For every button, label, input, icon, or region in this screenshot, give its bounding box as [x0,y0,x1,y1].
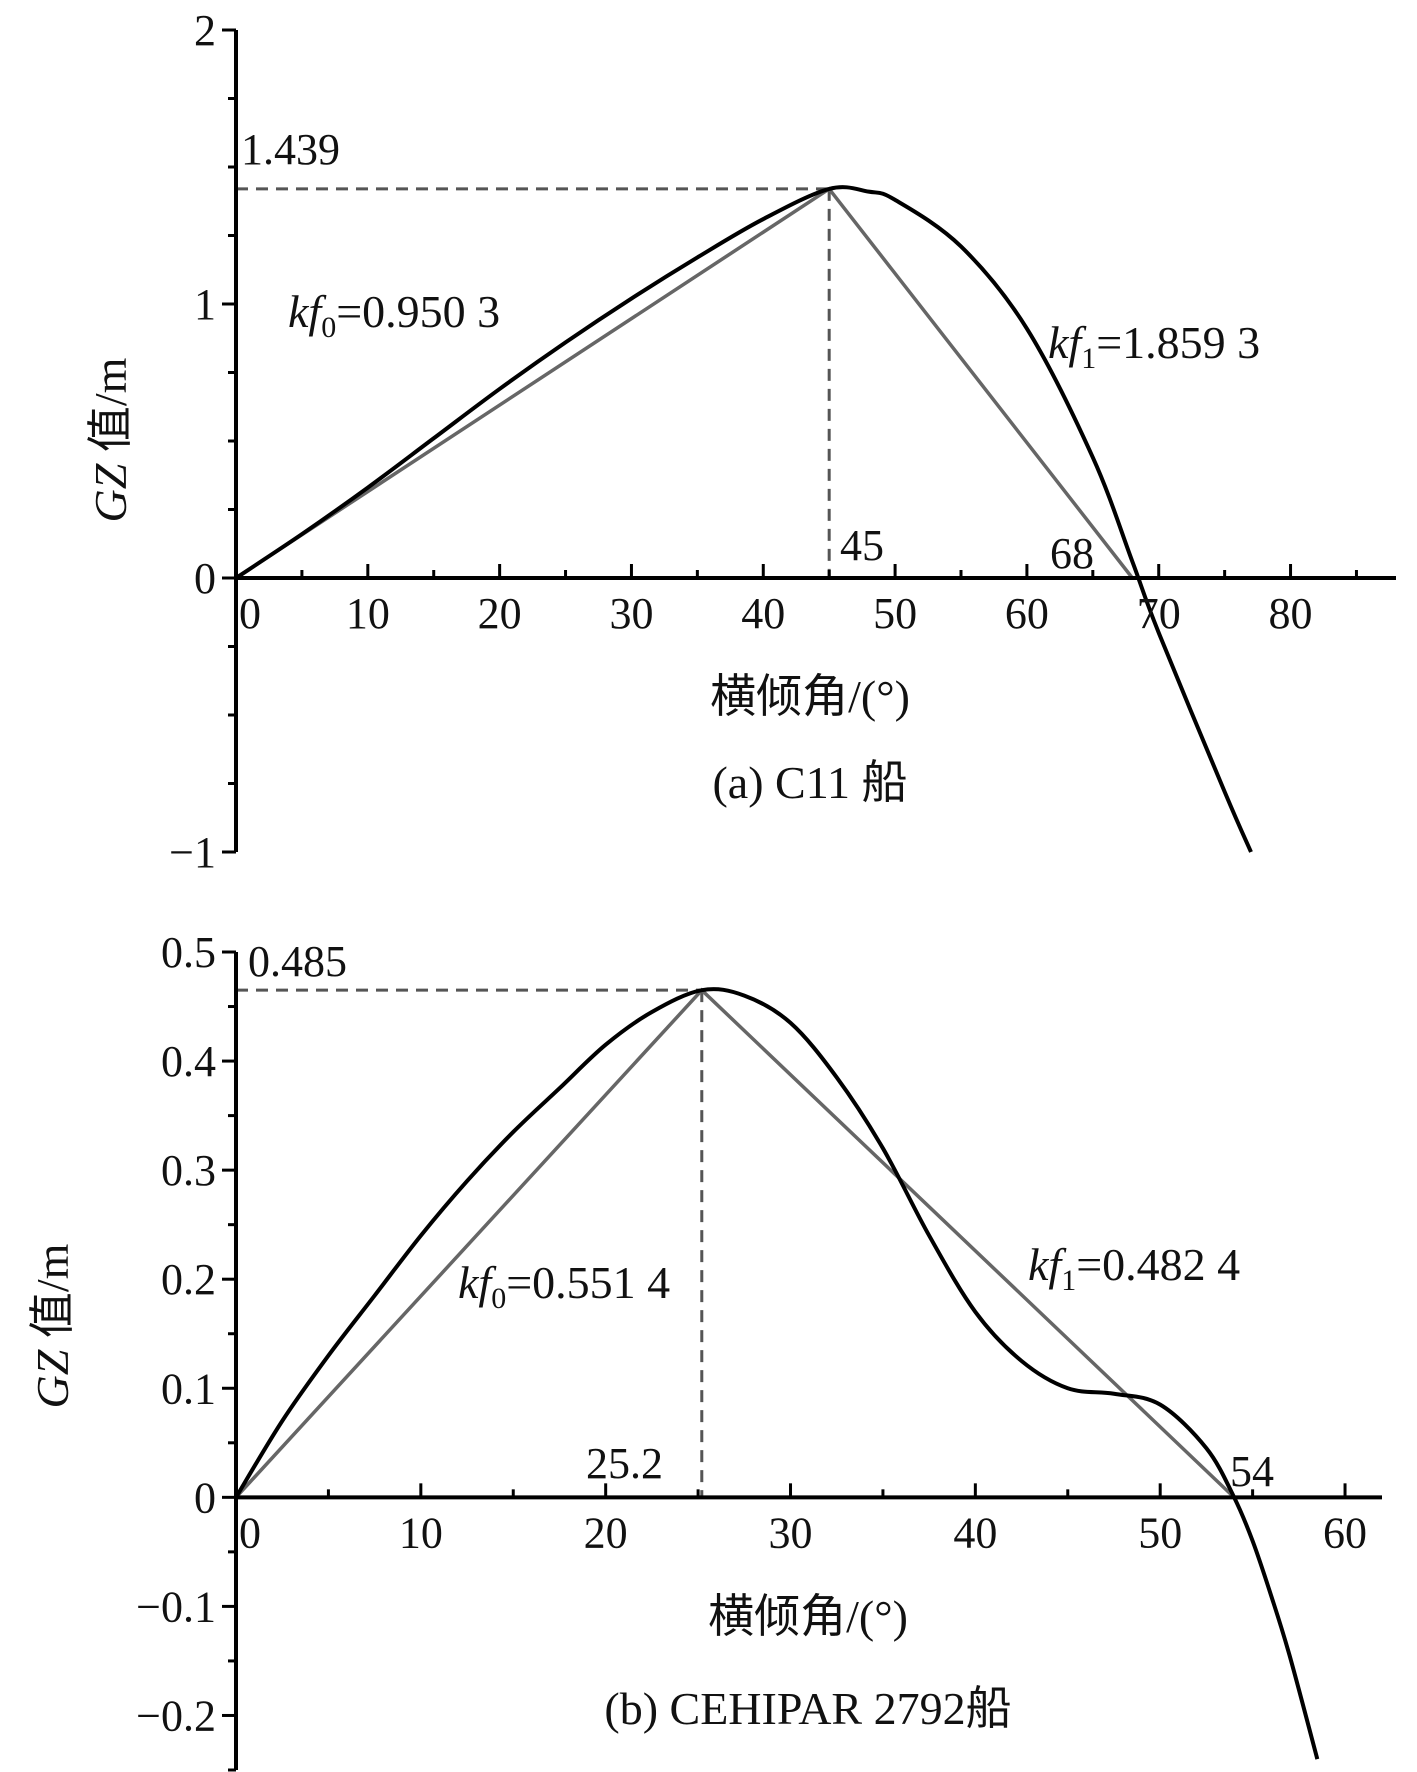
x-tick-label: 40 [741,589,785,638]
tick-labels: 0 10 20 30 40 50 60−0.2−0.100.10.20.30.40.5 [136,928,1367,1740]
chart-caption: (b) CEHIPAR 2792船 [604,1683,1011,1734]
vanish-angle-label: 54 [1230,1447,1274,1496]
peak-value-label: 1.439 [241,125,340,174]
kf0-subscript: 0 [321,311,336,344]
peak-angle-label: 25.2 [586,1439,663,1488]
peak-guide-lines [236,187,831,578]
x-tick-label: 20 [584,1508,628,1557]
y-tick-label: 0.3 [161,1146,216,1195]
chart-b: 0 10 20 30 40 50 60−0.2−0.100.10.20.30.40.5 0.… [27,928,1382,1772]
x-tick-label: 10 [346,589,390,638]
y-tick-label: 0.2 [161,1255,216,1304]
x-tick-label: 10 [399,1508,443,1557]
y-tick-label: −0.1 [136,1582,216,1631]
y-axis-title-italic: GZ [85,463,136,522]
kf1-prefix: kf [1028,1239,1067,1290]
kf-chord-lines [235,186,1134,580]
y-tick-label: 0.4 [161,1037,216,1086]
y-tick-label: 1 [194,280,216,329]
x-tick-label: 0 [239,1508,261,1557]
y-axis-title-italic: GZ [27,1349,78,1408]
kf0-label: kf0=0.950 3 [288,286,500,344]
x-tick-label: 50 [1138,1508,1182,1557]
kf1-subscript: 1 [1061,1264,1076,1297]
x-tick-label: 60 [1005,589,1049,638]
x-tick-label: 80 [1269,589,1313,638]
y-axis-title-rest: 值/m [27,1243,78,1349]
x-tick-label: 0 [239,589,261,638]
y-axis-title-rest: 值/m [85,357,136,463]
vanish-angle-label: 68 [1050,529,1094,578]
x-tick-label: 50 [873,589,917,638]
x-tick-label: 70 [1137,589,1181,638]
x-tick-label: 30 [769,1508,813,1557]
y-tick-label: 0 [194,1473,216,1522]
x-tick-label: 20 [478,589,522,638]
y-tick-label: 0.5 [161,928,216,977]
x-tick-label: 30 [609,589,653,638]
y-tick-label: 0.1 [161,1364,216,1413]
kf0-subscript: 0 [491,1282,506,1315]
gz-curve-group [234,185,1253,853]
kf0-prefix: kf [458,1257,497,1308]
kf1-label: kf1=0.482 4 [1028,1239,1240,1297]
peak-value-label: 0.485 [248,937,347,986]
x-axis-title: 横倾角/(°) [710,671,910,722]
gz-curve [234,987,1320,1760]
gz-curve [234,185,1253,853]
x-tick-label: 60 [1323,1508,1367,1557]
y-axis-title: GZ 值/m [27,1243,78,1408]
axes [222,950,1382,1772]
axes [222,28,1396,854]
kf1-value: =1.859 3 [1096,317,1260,368]
kf1-prefix: kf [1048,317,1087,368]
kf1-subscript: 1 [1081,342,1096,375]
gz-curve-group [234,987,1320,1760]
kf1-label: kf1=1.859 3 [1048,317,1260,375]
x-axis-title: 横倾角/(°) [708,1591,908,1642]
kf0-value: =0.551 4 [506,1257,670,1308]
chart-caption: (a) C11 船 [712,757,907,808]
y-tick-label: 2 [194,6,216,55]
y-tick-label: 0 [194,554,216,603]
x-tick-label: 40 [953,1508,997,1557]
peak-angle-label: 45 [840,521,884,570]
kf0-value: =0.950 3 [336,286,500,337]
kf-chords [235,186,1134,580]
peak-guide-lines [236,988,704,1498]
kf0-prefix: kf [288,286,327,337]
y-axis-title: GZ 值/m [85,357,136,522]
kf0-label: kf0=0.551 4 [458,1257,670,1315]
kf1-value: =0.482 4 [1076,1239,1240,1290]
y-tick-label: −1 [169,828,216,877]
y-tick-label: −0.2 [136,1691,216,1740]
